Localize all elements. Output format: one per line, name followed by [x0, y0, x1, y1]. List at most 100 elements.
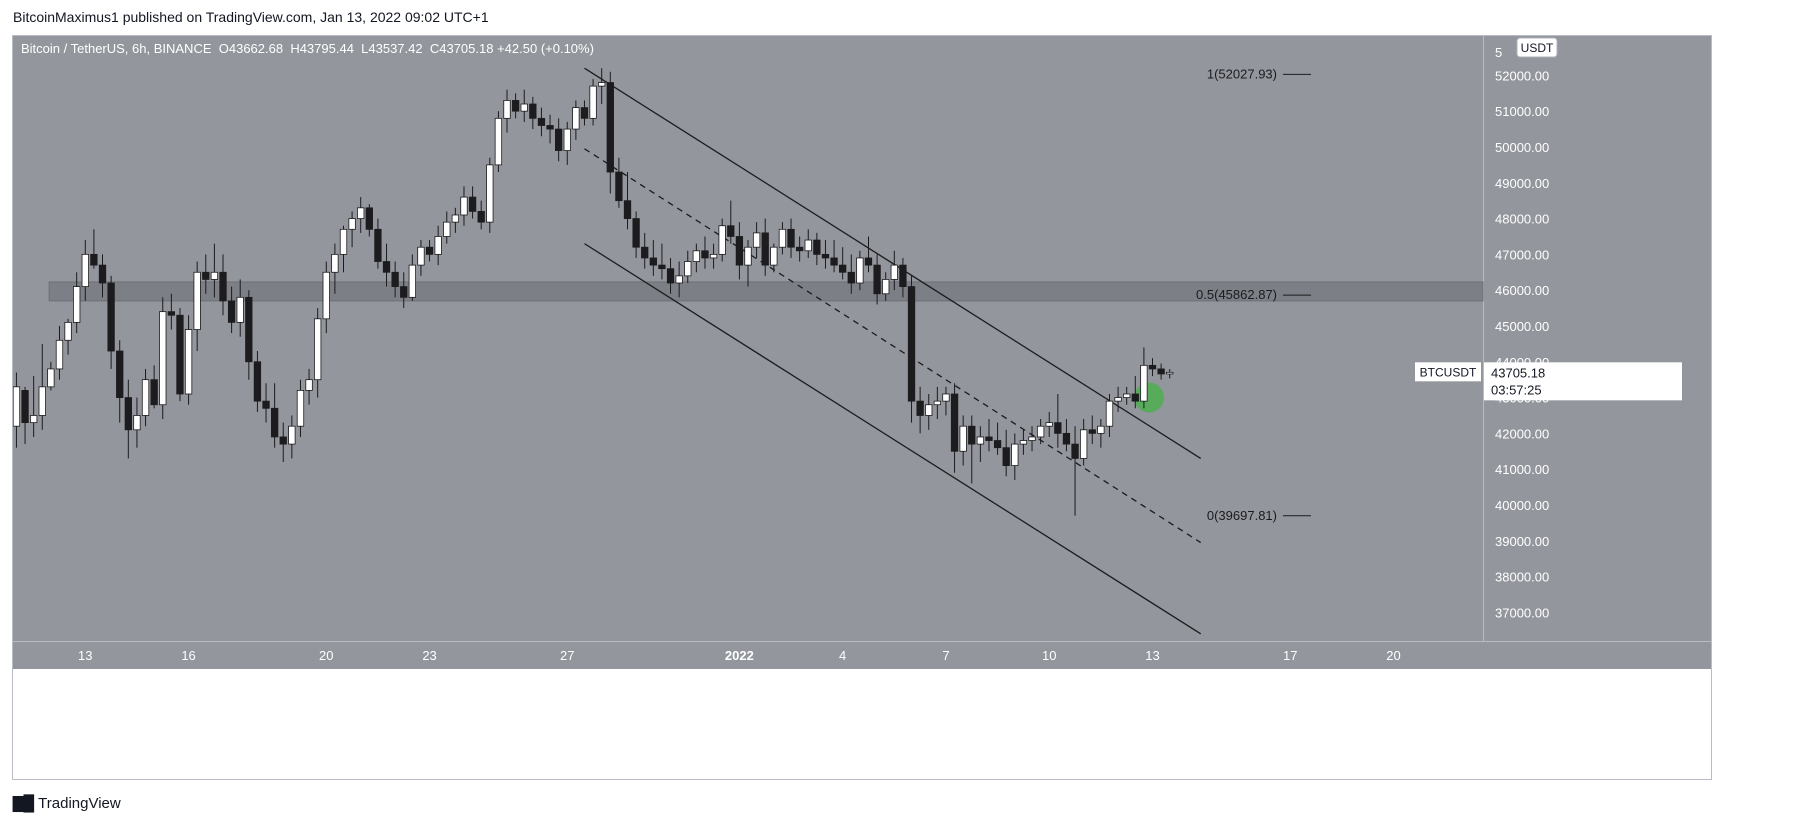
candle-down	[1002, 447, 1010, 466]
candle-up	[47, 368, 55, 388]
candle-down	[555, 128, 563, 151]
candle-down	[1088, 429, 1096, 434]
candle-up	[133, 415, 141, 431]
currency-badge[interactable]	[1516, 37, 1558, 58]
candle-up	[486, 164, 494, 223]
candle-down	[830, 257, 838, 266]
candle-up	[520, 103, 528, 112]
candle-down	[864, 257, 873, 266]
candle-down	[511, 100, 520, 112]
candle-down	[899, 264, 907, 287]
chart-panel[interactable]: 1(52027.93) 0.5(45862.87) 0(39697.81) 52000…	[12, 35, 1712, 780]
candle-up	[1036, 425, 1045, 438]
candle-up	[38, 386, 46, 416]
time-tick-label: 10	[1042, 648, 1056, 663]
candle-down	[787, 228, 795, 248]
price-tick-label: 51000.00	[1495, 104, 1549, 119]
candle-down	[477, 211, 485, 223]
candle-down	[262, 400, 270, 409]
price-tick-label: 49000.00	[1495, 176, 1549, 191]
candle-up	[1011, 443, 1019, 466]
time-tick-label: 13	[78, 648, 92, 663]
candle-down	[468, 196, 477, 212]
candle-up	[331, 253, 339, 273]
candle-down	[116, 350, 124, 398]
candle-up	[1166, 371, 1174, 375]
currency-badge-label: USDT	[1521, 41, 1554, 55]
channel-middle-line	[584, 148, 1202, 544]
candle-up	[882, 279, 890, 295]
candle-down	[1054, 422, 1062, 434]
candle-up	[141, 379, 150, 416]
low-label: L	[361, 41, 368, 56]
candle-down	[1131, 393, 1139, 402]
time-tick-label: 20	[1386, 648, 1400, 663]
candle-down	[90, 253, 98, 266]
candle-down	[425, 246, 434, 255]
candle-up	[417, 246, 425, 266]
candle-up	[443, 221, 451, 237]
candle-down	[658, 264, 666, 270]
price-tick-label: 45000.00	[1495, 319, 1549, 334]
candle-down	[270, 407, 279, 438]
candle-up	[55, 339, 64, 370]
candle-up	[572, 107, 580, 130]
candle-up	[357, 207, 365, 219]
candle-down	[615, 171, 623, 202]
candle-down	[873, 264, 881, 295]
candle-up	[1080, 429, 1088, 459]
footer-brand-label: TradingView	[38, 794, 121, 812]
candle-down	[950, 393, 959, 452]
candle-down	[795, 246, 804, 252]
time-tick-label: 2022	[725, 648, 754, 663]
low-value: 43537.42	[368, 41, 429, 56]
candle-up	[73, 286, 81, 323]
candle-up	[692, 250, 701, 262]
candle-up	[296, 390, 305, 427]
change-value: +42.50 (+0.10%)	[497, 41, 594, 56]
candle-down	[365, 207, 373, 230]
candle-up	[64, 321, 72, 341]
candle-down	[537, 117, 546, 126]
fib-level-label: 1(52027.93)	[1207, 66, 1277, 81]
open-label: O	[219, 41, 229, 56]
candle-up	[13, 386, 21, 427]
candlestick-chart[interactable]: 1(52027.93) 0.5(45862.87) 0(39697.81) 52000…	[13, 36, 1711, 779]
price-tick-label: 47000.00	[1495, 247, 1549, 262]
candle-down	[649, 257, 657, 266]
price-tick-label: 41000.00	[1495, 462, 1549, 477]
candle-down	[641, 246, 649, 259]
candle-up	[494, 117, 503, 166]
time-tick-label: 27	[560, 648, 574, 663]
candle-down	[606, 82, 614, 173]
candle-up	[348, 218, 356, 230]
fib-level-label: 0.5(45862.87)	[1196, 287, 1277, 302]
time-tick-label: 7	[942, 648, 949, 663]
candle-up	[778, 228, 787, 248]
time-axis-background	[13, 641, 1711, 669]
candle-down	[245, 296, 253, 363]
candle-down	[546, 125, 554, 130]
candle-down	[382, 261, 391, 273]
candle-up	[770, 246, 778, 266]
candle-down	[666, 268, 675, 284]
plot-background	[13, 36, 1483, 641]
close-label: C	[430, 41, 439, 56]
open-value: 43662.68	[229, 41, 290, 56]
symbol-info: Bitcoin / TetherUS, 6h, BINANCE	[21, 41, 219, 56]
ohlc-legend: Bitcoin / TetherUS, 6h, BINANCE O43662.6…	[21, 41, 594, 56]
candle-up	[193, 271, 201, 330]
candle-up	[460, 196, 468, 216]
candle-up	[709, 253, 718, 259]
candle-up	[159, 311, 167, 406]
candle-up	[675, 275, 683, 284]
channel-upper-line	[584, 67, 1202, 459]
symbol-label-box	[1415, 362, 1481, 382]
below-axis-area	[13, 669, 1711, 779]
candle-up	[503, 100, 511, 119]
candle-up	[322, 271, 330, 320]
candle-up	[30, 415, 38, 424]
candle-down	[98, 264, 107, 284]
price-axis-background	[1483, 36, 1711, 641]
candle-down	[1148, 364, 1157, 370]
